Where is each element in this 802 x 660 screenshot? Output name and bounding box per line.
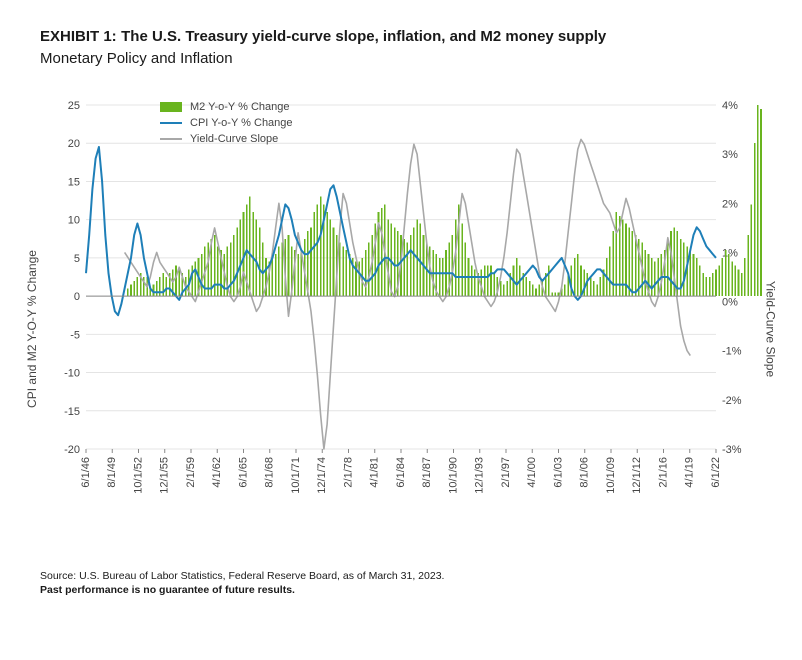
svg-text:0%: 0%: [722, 297, 738, 309]
chart-svg: -20 -15 -10 -5 0 5 10 15 20 25 -3% -2% -1% 0% 1% 2% 3% 4%…: [40, 99, 762, 559]
svg-text:12/1/74: 12/1/74: [316, 457, 328, 494]
svg-text:-15: -15: [64, 406, 80, 418]
legend-label-cpi: CPI Y-o-Y % Change: [190, 117, 293, 129]
svg-text:4%: 4%: [722, 100, 738, 112]
svg-text:10: 10: [68, 215, 80, 227]
header: EXHIBIT 1: The U.S. Treasury yield-curve…: [40, 28, 762, 67]
svg-text:10/1/52: 10/1/52: [132, 457, 144, 494]
legend-item-yc: Yield-Curve Slope: [160, 131, 293, 147]
legend: M2 Y-o-Y % Change CPI Y-o-Y % Change Yie…: [160, 99, 293, 147]
y-axis-left-label: CPI and M2 Y-O-Y % Change: [25, 250, 39, 408]
chart-title: The U.S. Treasury yield-curve slope, inf…: [121, 28, 606, 45]
footnote: Source: U.S. Bureau of Labor Statistics,…: [40, 569, 762, 597]
chart-subtitle: Monetary Policy and Inflation: [40, 50, 762, 67]
svg-text:-1%: -1%: [722, 346, 742, 358]
svg-text:4/1/62: 4/1/62: [211, 457, 223, 488]
svg-text:6/1/84: 6/1/84: [395, 457, 407, 488]
legend-item-m2: M2 Y-o-Y % Change: [160, 99, 293, 115]
svg-text:2%: 2%: [722, 198, 738, 210]
svg-text:2/1/16: 2/1/16: [657, 457, 669, 488]
legend-label-yc: Yield-Curve Slope: [190, 133, 278, 145]
svg-text:12/1/12: 12/1/12: [631, 457, 643, 494]
svg-text:1%: 1%: [722, 247, 738, 259]
svg-text:8/1/49: 8/1/49: [106, 457, 118, 488]
svg-text:-20: -20: [64, 444, 80, 456]
svg-text:15: 15: [68, 176, 80, 188]
svg-text:25: 25: [68, 100, 80, 112]
svg-text:2/1/97: 2/1/97: [500, 457, 512, 488]
svg-text:-3%: -3%: [722, 444, 742, 456]
chart-area: CPI and M2 Y-O-Y % Change Yield-Curve Sl…: [40, 99, 762, 559]
svg-text:-2%: -2%: [722, 395, 742, 407]
source-text: Source: U.S. Bureau of Labor Statistics,…: [40, 569, 762, 583]
svg-text:5: 5: [74, 253, 80, 265]
svg-text:-10: -10: [64, 368, 80, 380]
svg-text:3%: 3%: [722, 149, 738, 161]
svg-text:2/1/78: 2/1/78: [342, 457, 354, 488]
legend-swatch-yc: [160, 138, 182, 140]
legend-swatch-m2: [160, 102, 182, 112]
disclaimer-text: Past performance is no guarantee of futu…: [40, 583, 762, 597]
svg-text:6/1/22: 6/1/22: [710, 457, 722, 488]
svg-text:8/1/87: 8/1/87: [421, 457, 433, 488]
legend-label-m2: M2 Y-o-Y % Change: [190, 101, 289, 113]
svg-text:6/1/46: 6/1/46: [80, 457, 92, 488]
svg-text:-5: -5: [70, 329, 80, 341]
svg-text:4/1/00: 4/1/00: [526, 457, 538, 488]
exhibit-label: EXHIBIT 1:: [40, 28, 117, 45]
legend-item-cpi: CPI Y-o-Y % Change: [160, 115, 293, 131]
legend-swatch-cpi: [160, 122, 182, 124]
svg-text:6/1/65: 6/1/65: [237, 457, 249, 488]
svg-text:12/1/93: 12/1/93: [474, 457, 486, 494]
svg-text:0: 0: [74, 291, 80, 303]
svg-text:12/1/55: 12/1/55: [159, 457, 171, 494]
svg-text:2/1/59: 2/1/59: [185, 457, 197, 488]
y-axis-right-label: Yield-Curve Slope: [763, 281, 777, 377]
svg-text:8/1/06: 8/1/06: [579, 457, 591, 488]
svg-text:8/1/68: 8/1/68: [264, 457, 276, 488]
svg-text:4/1/19: 4/1/19: [684, 457, 696, 488]
svg-text:10/1/71: 10/1/71: [290, 457, 302, 494]
svg-text:10/1/09: 10/1/09: [605, 457, 617, 494]
svg-text:4/1/81: 4/1/81: [369, 457, 381, 488]
svg-text:10/1/90: 10/1/90: [447, 457, 459, 494]
svg-text:20: 20: [68, 138, 80, 150]
svg-text:6/1/03: 6/1/03: [552, 457, 564, 488]
